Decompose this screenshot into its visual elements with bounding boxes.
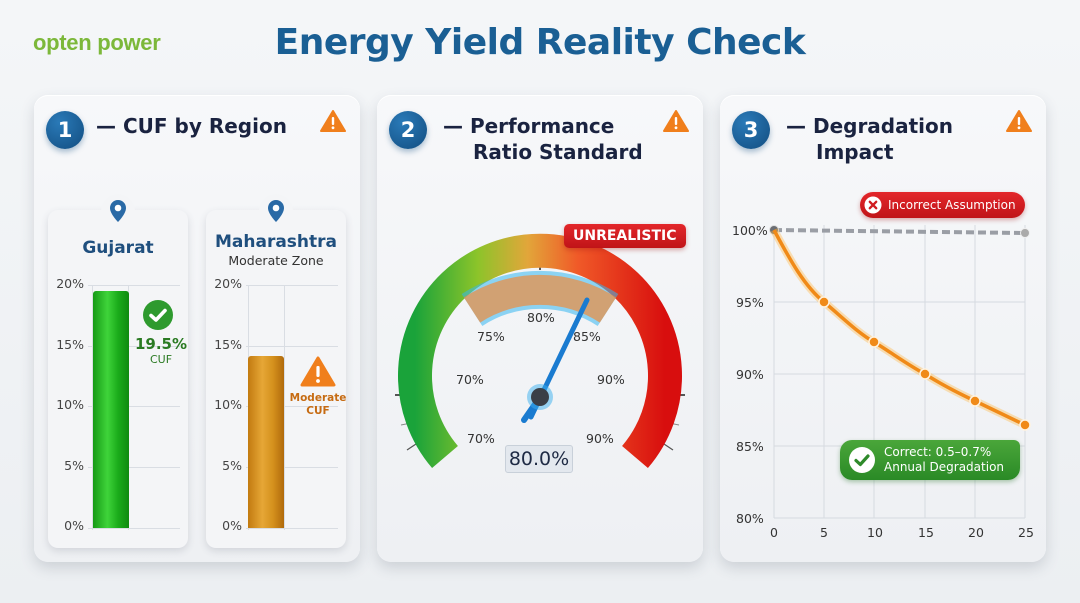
region-name: Gujarat xyxy=(82,238,154,258)
x-tick: 25 xyxy=(1018,525,1034,540)
map-pin-icon xyxy=(101,194,135,228)
svg-text:80%: 80% xyxy=(527,310,555,325)
panel-title: — CUF by Region xyxy=(96,114,287,138)
y-tick: 90% xyxy=(736,367,764,382)
y-tick: 95% xyxy=(736,295,764,310)
brand-logo: opten power xyxy=(33,30,161,55)
cuf-label: CUF xyxy=(149,353,173,366)
y-tick: 100% xyxy=(732,223,768,238)
svg-text:75%: 75% xyxy=(477,329,505,344)
y-tick: 5% xyxy=(64,458,84,473)
x-circle-icon xyxy=(864,196,882,214)
warning-icon xyxy=(1006,110,1032,132)
region-card-maharashtra: Maharashtra Moderate Zone 20% 15% 10% 5%… xyxy=(206,194,347,548)
step-badge-2: 2 xyxy=(389,111,427,149)
check-circle-icon xyxy=(849,447,875,473)
y-tick: 0% xyxy=(64,518,84,533)
y-tick: 10% xyxy=(214,397,242,412)
y-tick: 20% xyxy=(56,276,84,291)
step-badge-3: 3 xyxy=(732,111,770,149)
region-name: Maharashtra xyxy=(214,232,338,252)
map-pin-icon xyxy=(259,194,293,228)
panel-title-line2: Ratio Standard xyxy=(473,140,643,164)
moderate-label: Moderate xyxy=(289,392,347,404)
y-tick: 0% xyxy=(222,518,242,533)
panel-title-line1: — Degradation xyxy=(786,114,954,138)
y-tick: 80% xyxy=(736,511,764,526)
y-tick: 20% xyxy=(214,276,242,291)
correct-line1: Correct: 0.5–0.7% xyxy=(884,445,992,459)
incorrect-assumption-callout: Incorrect Assumption xyxy=(860,192,1025,218)
x-tick: 0 xyxy=(770,525,778,540)
moderate-cuf-label: CUF xyxy=(306,405,330,417)
panel-cuf-by-region: 1 — CUF by Region Gujarat 20% 15% 10% 5%… xyxy=(34,95,360,562)
correct-line2: Annual Degradation xyxy=(884,460,1005,474)
y-tick: 15% xyxy=(56,337,84,352)
x-tick: 15 xyxy=(918,525,934,540)
region-subtitle: Moderate Zone xyxy=(228,253,324,268)
warning-icon xyxy=(320,110,346,132)
page-title: Energy Yield Reality Check xyxy=(274,22,806,63)
unrealistic-callout: UNREALISTIC xyxy=(564,224,686,248)
panel-degradation-impact: 3 — Degradation Impact xyxy=(720,95,1046,562)
x-tick: 10 xyxy=(867,525,883,540)
pr-gauge: 80% 75% 85% 70% 90% 70% 90% xyxy=(395,233,685,469)
pr-readout: 80.0% xyxy=(505,445,573,473)
bar-gujarat xyxy=(93,291,129,528)
y-tick: 15% xyxy=(214,337,242,352)
svg-text:70%: 70% xyxy=(456,372,484,387)
svg-text:90%: 90% xyxy=(586,431,614,446)
panel-title-line1: — Performance xyxy=(443,114,615,138)
y-tick: 85% xyxy=(736,439,764,454)
incorrect-label: Incorrect Assumption xyxy=(888,198,1016,212)
svg-text:85%: 85% xyxy=(573,329,601,344)
correct-degradation-callout: Correct: 0.5–0.7% Annual Degradation xyxy=(840,440,1020,480)
check-circle-icon xyxy=(143,300,173,330)
panel-title-line2: Impact xyxy=(816,140,894,164)
region-card-gujarat: Gujarat 20% 15% 10% 5% 0% 19.5% CUF xyxy=(48,194,188,548)
panel-performance-ratio: 2 — Performance Ratio Standard xyxy=(377,95,703,562)
cuf-value: 19.5% xyxy=(134,335,188,353)
bar-maharashtra xyxy=(248,356,284,528)
warning-icon xyxy=(300,356,336,387)
degradation-line-chart xyxy=(769,225,1031,519)
y-tick: 5% xyxy=(222,458,242,473)
svg-text:70%: 70% xyxy=(467,431,495,446)
warning-icon xyxy=(663,110,689,132)
x-tick: 20 xyxy=(968,525,984,540)
x-tick: 5 xyxy=(820,525,828,540)
y-tick: 10% xyxy=(56,397,84,412)
svg-text:90%: 90% xyxy=(597,372,625,387)
step-badge-1: 1 xyxy=(46,111,84,149)
